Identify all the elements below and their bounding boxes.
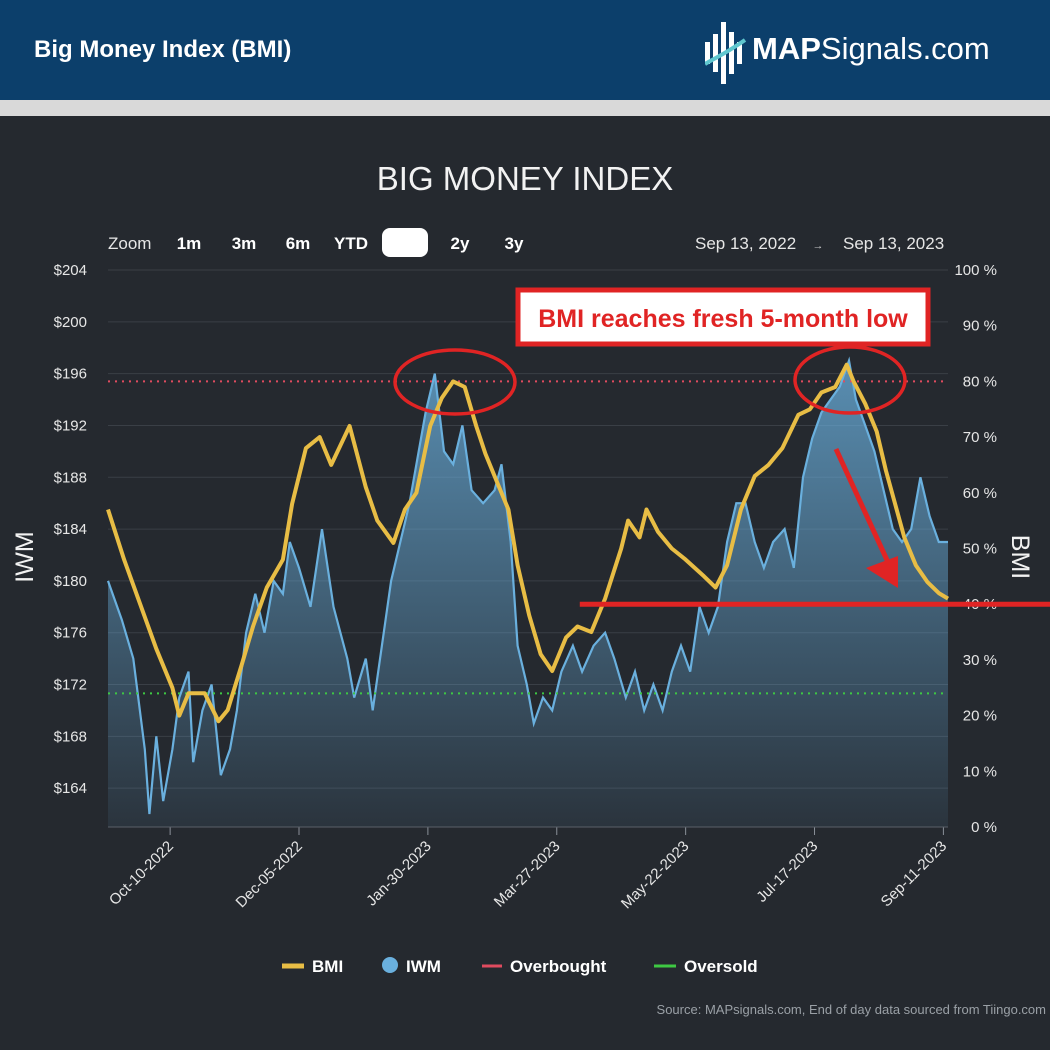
right-axis-label: BMI (1006, 535, 1034, 579)
left-axis-label: IWM (11, 531, 39, 582)
right-tick-label: 80 % (963, 373, 997, 390)
left-tick-label: $184 (54, 521, 87, 538)
page-title: Big Money Index (BMI) (34, 36, 292, 63)
zoom-label: Zoom (108, 234, 151, 253)
left-tick-label: $196 (54, 366, 87, 383)
logo-wordmark: MAPSignals.com (752, 31, 990, 66)
left-tick-label: $164 (54, 780, 87, 797)
zoom-1m-button[interactable]: 1m (177, 234, 202, 253)
right-tick-label: 50 % (963, 541, 997, 558)
x-tick-label: Sep-11-2023 (878, 838, 951, 911)
right-tick-label: 60 % (963, 485, 997, 502)
annotation-arrow-shaft (833, 447, 895, 573)
range-from[interactable]: Sep 13, 2022 (695, 234, 796, 253)
mapsignals-logo-icon (705, 22, 747, 84)
annotation-circle-feb (393, 348, 517, 416)
right-tick-label: 90 % (963, 318, 997, 335)
x-tick-label: Oct-10-2022 (106, 838, 177, 909)
annotation-circle-aug (793, 345, 907, 415)
legend-overbought[interactable]: Overbought (510, 957, 607, 976)
left-tick-label: $168 (54, 728, 87, 745)
zoom-6m-button[interactable]: 6m (286, 234, 311, 253)
zoom-ytd-button[interactable]: YTD (334, 234, 368, 253)
zoom-active-bg (382, 228, 428, 257)
annotation-box (515, 287, 931, 347)
zoom-2y-button[interactable]: 2y (451, 234, 470, 253)
x-tick-label: May-22-2023 (618, 838, 693, 913)
range-arrow: → (813, 240, 824, 252)
zoom-3m-button[interactable]: 3m (232, 234, 257, 253)
legend: BMI IWM Overbought Oversold (282, 957, 758, 976)
right-tick-label: 70 % (963, 429, 997, 446)
legend-iwm[interactable]: IWM (406, 957, 441, 976)
iwm-area (108, 360, 948, 827)
left-tick-label: $192 (54, 417, 87, 434)
right-axis-ticks: 100 %90 %80 %70 %60 %50 %40 %30 %20 %10 … (954, 262, 997, 836)
right-tick-label: 10 % (963, 763, 997, 780)
left-tick-label: $188 (54, 469, 87, 486)
zoom-1y-button[interactable]: 1y (396, 234, 415, 253)
legend-iwm-swatch (382, 957, 398, 973)
zoom-buttons: 1m 3m 6m YTD 1y 2y 3y (177, 228, 524, 257)
left-tick-label: $200 (54, 314, 87, 331)
chart-title: BIG MONEY INDEX (377, 160, 673, 197)
header-bar: Big Money Index (BMI) MAPSignals.com (0, 0, 1050, 100)
x-tick-label: Dec-05-2022 (233, 838, 306, 911)
right-tick-label: 30 % (963, 652, 997, 669)
bmi-chart: BIG MONEY INDEX Zoom 1m 3m 6m YTD 1y 2y 3y Sep… (11, 160, 1050, 1017)
left-tick-label: $180 (54, 573, 87, 590)
left-tick-label: $204 (54, 262, 87, 279)
annotation-text: BMI reaches fresh 5-month low (538, 305, 908, 333)
right-tick-label: 100 % (954, 262, 997, 279)
legend-oversold[interactable]: Oversold (684, 957, 758, 976)
left-tick-label: $172 (54, 677, 87, 694)
right-tick-label: 20 % (963, 708, 997, 725)
zoom-3y-button[interactable]: 3y (505, 234, 524, 253)
left-tick-label: $176 (54, 625, 87, 642)
x-tick-label: Jul-17-2023 (753, 838, 821, 906)
x-axis-ticks: Oct-10-2022 Dec-05-2022 Jan-30-2023 Mar-27-… (106, 826, 951, 913)
header-divider (0, 100, 1050, 116)
legend-bmi[interactable]: BMI (312, 957, 343, 976)
annotation-arrow-head (866, 556, 898, 588)
range-to[interactable]: Sep 13, 2023 (843, 234, 944, 253)
x-tick-label: Jan-30-2023 (363, 838, 435, 910)
bmi-series-line[interactable] (106, 362, 950, 724)
source-note: Source: MAPsignals.com, End of day data … (657, 1002, 1046, 1017)
left-axis-ticks: $204 $200 $196 $192 $188 $184 $180 $176 $172 $168… (54, 262, 87, 797)
iwm-series-line[interactable] (106, 356, 948, 815)
right-tick-label: 0 % (971, 819, 997, 836)
x-tick-label: Mar-27-2023 (491, 838, 564, 911)
